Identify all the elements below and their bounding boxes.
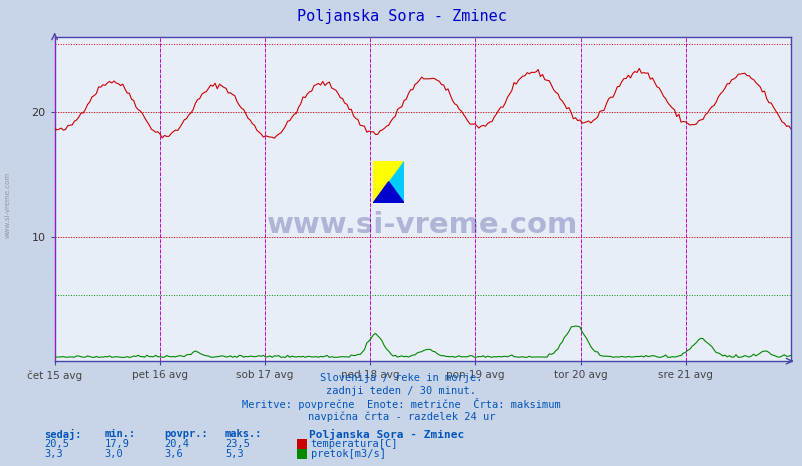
Text: temperatura[C]: temperatura[C] — [310, 439, 398, 449]
Text: 3,6: 3,6 — [164, 449, 183, 459]
Text: www.si-vreme.com: www.si-vreme.com — [267, 211, 577, 239]
Text: pretok[m3/s]: pretok[m3/s] — [310, 449, 385, 459]
Text: Meritve: povprečne  Enote: metrične  Črta: maksimum: Meritve: povprečne Enote: metrične Črta:… — [242, 398, 560, 410]
Text: navpična črta - razdelek 24 ur: navpična črta - razdelek 24 ur — [307, 411, 495, 422]
Text: Slovenija / reke in morje.: Slovenija / reke in morje. — [320, 373, 482, 384]
Text: zadnji teden / 30 minut.: zadnji teden / 30 minut. — [326, 386, 476, 397]
Polygon shape — [373, 161, 403, 203]
Text: min.:: min.: — [104, 429, 136, 439]
Text: sedaj:: sedaj: — [44, 429, 82, 440]
Polygon shape — [373, 182, 403, 203]
Text: Poljanska Sora - Zminec: Poljanska Sora - Zminec — [309, 429, 464, 440]
Text: maks.:: maks.: — [225, 429, 262, 439]
Text: 3,3: 3,3 — [44, 449, 63, 459]
Text: 3,0: 3,0 — [104, 449, 123, 459]
Text: 5,3: 5,3 — [225, 449, 243, 459]
Text: 17,9: 17,9 — [104, 439, 129, 449]
Polygon shape — [373, 161, 403, 203]
Text: 23,5: 23,5 — [225, 439, 249, 449]
Text: Poljanska Sora - Zminec: Poljanska Sora - Zminec — [296, 9, 506, 24]
Text: povpr.:: povpr.: — [164, 429, 208, 439]
Text: 20,4: 20,4 — [164, 439, 189, 449]
Text: 20,5: 20,5 — [44, 439, 69, 449]
Text: www.si-vreme.com: www.si-vreme.com — [5, 172, 11, 238]
